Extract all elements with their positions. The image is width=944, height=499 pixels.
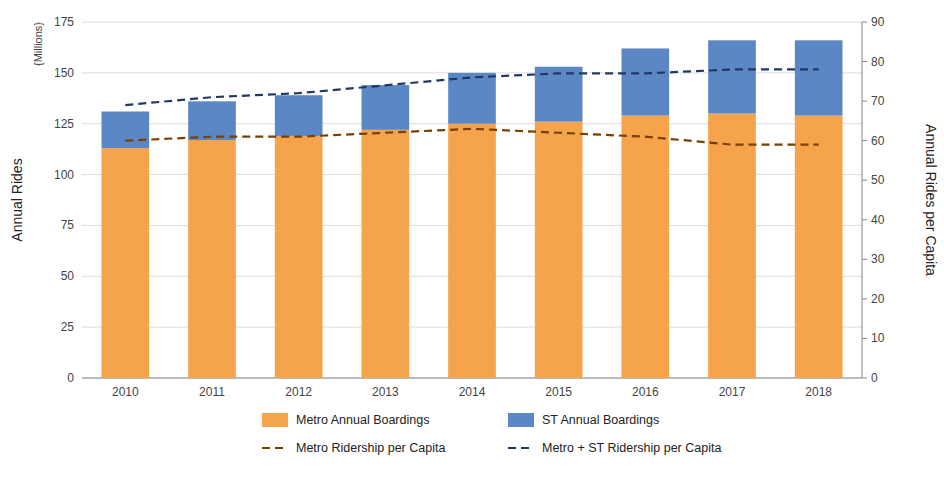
bar [362,85,410,130]
bar [708,114,756,378]
bar [188,101,236,140]
y2-tick-label: 90 [871,15,885,29]
legend-swatch [508,413,534,427]
y2-tick [862,61,867,62]
y-tick-label: 175 [54,15,74,29]
y-axis-label: Annual Rides [9,158,25,241]
legend-label: Metro Ridership per Capita [296,441,445,455]
grid-line [82,22,862,23]
legend: Metro Annual Boardings ST Annual Boarding… [262,413,721,455]
bar [275,136,323,378]
bar [622,48,670,115]
y2-tick [862,180,867,181]
y-tick-label: 100 [54,168,74,182]
legend-swatch [262,413,288,427]
legend-label: Metro Annual Boardings [296,413,429,427]
bar-series [102,114,843,378]
bar [448,73,496,124]
bar [535,122,583,378]
y-tick-label: 75 [61,218,75,232]
bar [102,148,150,378]
legend-swatch [262,447,288,449]
x-tick-label: 2011 [199,385,225,399]
bar [102,112,150,149]
y2-tick-label: 0 [871,371,878,385]
legend-swatch [508,447,534,449]
line [125,129,818,145]
y2-tick [862,378,867,379]
y2-tick [862,298,867,299]
bar [622,116,670,378]
y2-tick [862,22,867,23]
x-tick-label: 2018 [805,385,832,399]
bar-series [102,40,843,148]
grid [82,22,862,378]
y2-tick-label: 20 [871,292,885,306]
legend-label: Metro + ST Ridership per Capita [542,441,721,455]
y2-tick [862,101,867,102]
y2-axis-label: Annual Rides per Capita [923,124,939,276]
x-tick-label: 2014 [459,385,486,399]
bar [362,130,410,378]
y2-tick [862,219,867,220]
y-tick-label: 0 [67,371,74,385]
bar [448,124,496,378]
y-tick-label: 125 [54,117,74,131]
bar [795,116,843,378]
line [125,69,818,105]
x-tick-label: 2012 [285,385,312,399]
y2-tick-label: 80 [871,55,885,69]
y2-tick-label: 50 [871,173,885,187]
y2-tick-label: 40 [871,213,885,227]
legend-label: ST Annual Boardings [542,413,659,427]
x-tick-label: 2017 [719,385,746,399]
y2-tick-label: 60 [871,134,885,148]
y2-tick-label: 70 [871,94,885,108]
bar [708,40,756,113]
y-tick-label: 150 [54,66,74,80]
bar [188,140,236,378]
chart: 0 25 50 75 100 125 150 175 0 10 20 30 40 50 60 70 80 90 20… [0,0,944,499]
x-tick-label: 2015 [545,385,572,399]
y2-tick [862,338,867,339]
plot-area [102,40,843,378]
y2-tick [862,259,867,260]
bar [275,95,323,136]
bar [795,40,843,115]
y2-tick [862,140,867,141]
y-tick-label: 50 [61,269,75,283]
y-tick-label: 25 [61,320,75,334]
x-tick-label: 2010 [112,385,139,399]
x-tick-label: 2013 [372,385,399,399]
annotation: {Millions} [32,22,44,66]
y2-tick-label: 30 [871,252,885,266]
y2-axis-line [862,22,863,378]
y2-tick-label: 10 [871,331,885,345]
x-tick-label: 2016 [632,385,659,399]
